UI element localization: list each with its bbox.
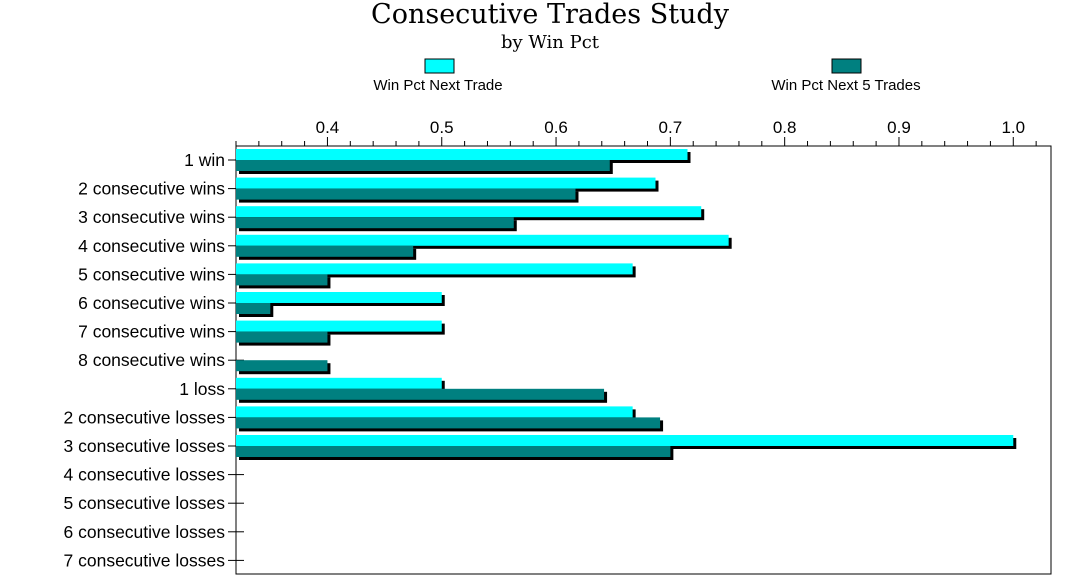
bar-win-pct-next-5-trades-2-consecutive-wins (236, 188, 579, 203)
bar (236, 331, 328, 343)
x-tick-label: 0.8 (773, 118, 797, 137)
bar-win-pct-next-5-trades-1-loss (236, 388, 608, 403)
bar (236, 263, 633, 275)
x-tick-label: 1.0 (1001, 118, 1025, 137)
bar-win-pct-next-5-trades-7-consecutive-wins (236, 331, 331, 346)
chart-title: Consecutive Trades Study (371, 0, 730, 30)
bar-win-pct-next-trade-6-consecutive-wins (236, 292, 445, 306)
category-label: 1 loss (179, 379, 225, 399)
bar (236, 435, 1014, 446)
category-label: 7 consecutive wins (78, 322, 225, 342)
category-label: 6 consecutive wins (78, 293, 225, 313)
x-tick-label: 0.5 (430, 118, 454, 137)
bar-win-pct-next-5-trades-4-consecutive-wins (236, 245, 417, 260)
bar (236, 206, 702, 218)
x-tick-label: 0.6 (544, 118, 568, 137)
bar-win-pct-next-5-trades-2-consecutive-losses (236, 417, 664, 432)
bars (236, 149, 1017, 460)
bar-win-pct-next-5-trades-3-consecutive-losses (236, 446, 674, 460)
bar-win-pct-next-trade-1-loss (236, 377, 445, 392)
x-tick-label: 0.4 (316, 118, 340, 137)
category-label: 7 consecutive losses (64, 550, 226, 570)
x-tick-label: 0.9 (887, 118, 911, 137)
bar-win-pct-next-trade-3-consecutive-wins (236, 206, 705, 221)
bar (236, 149, 688, 160)
bar-win-pct-next-5-trades-5-consecutive-wins (236, 274, 331, 289)
legend-label-next-trade: Win Pct Next Trade (373, 77, 502, 94)
bar (236, 446, 671, 457)
bar (236, 406, 633, 418)
category-label: 6 consecutive losses (64, 522, 226, 542)
legend-swatch-next-trade (424, 58, 455, 74)
bar-win-pct-next-trade-1-win (236, 149, 691, 163)
x-tick-label: 0.7 (659, 118, 683, 137)
bar (236, 217, 514, 229)
chart-subtitle: by Win Pct (501, 32, 600, 53)
bar (236, 274, 328, 286)
bar (236, 303, 271, 314)
legend-swatch-next-5-trades (831, 58, 862, 74)
bar-win-pct-next-5-trades-1-win (236, 160, 613, 174)
bar (236, 245, 414, 257)
bar-win-pct-next-5-trades-6-consecutive-wins (236, 303, 274, 317)
category-label: 8 consecutive wins (78, 350, 225, 370)
category-label: 5 consecutive wins (78, 264, 225, 284)
bar-win-pct-next-5-trades-3-consecutive-wins (236, 217, 517, 232)
bar (236, 234, 729, 246)
category-label: 1 win (184, 150, 225, 170)
bar (236, 388, 605, 400)
category-label: 4 consecutive wins (78, 236, 225, 256)
legend-label-next-5-trades: Win Pct Next 5 Trades (771, 77, 920, 94)
bar (236, 320, 442, 332)
category-label: 2 consecutive losses (64, 407, 226, 427)
category-axis: 1 win 2 consecutive wins 3 consecutive win… (64, 150, 244, 570)
category-label: 3 consecutive wins (78, 207, 225, 227)
bar-win-pct-next-trade-5-consecutive-wins (236, 263, 636, 278)
bar (236, 377, 442, 389)
bar-win-pct-next-trade-3-consecutive-losses (236, 435, 1017, 449)
bar (236, 188, 576, 200)
category-label: 3 consecutive losses (64, 436, 226, 456)
bar-win-pct-next-trade-4-consecutive-wins (236, 234, 732, 249)
bar (236, 177, 656, 189)
legend: Win Pct Next Trade Win Pct Next 5 Trades (373, 58, 921, 94)
bar (236, 292, 442, 303)
x-axis-ticks: 0.4 0.5 0.6 0.7 0.8 0.9 1.0 (235, 118, 1037, 146)
bar-win-pct-next-trade-2-consecutive-losses (236, 406, 636, 421)
category-label: 2 consecutive wins (78, 179, 225, 199)
bar-win-pct-next-trade-7-consecutive-wins (236, 320, 445, 335)
bar (236, 417, 661, 429)
bar-win-pct-next-trade-2-consecutive-wins (236, 177, 659, 192)
bar (236, 360, 328, 372)
category-label: 5 consecutive losses (64, 493, 226, 513)
bar (236, 160, 610, 171)
category-label: 4 consecutive losses (64, 465, 226, 485)
bar-win-pct-next-5-trades-8-consecutive-wins (236, 360, 331, 375)
